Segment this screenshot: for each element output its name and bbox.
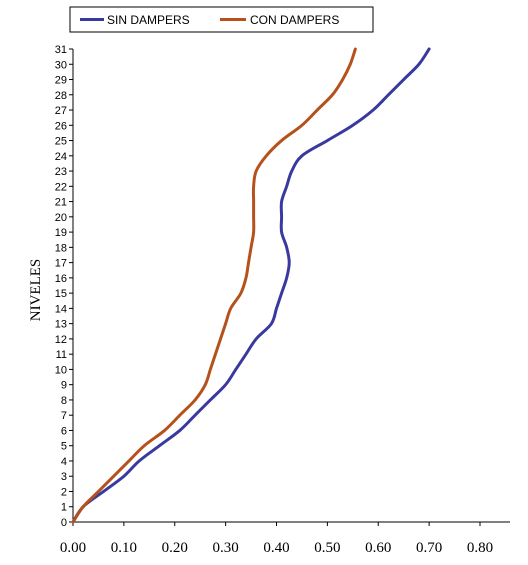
y-axis-label: NIVELES [28,259,44,322]
x-tick-label: 0.00 [60,540,86,556]
legend-label-con: CON DAMPERS [250,13,339,27]
y-tick-label: 28 [55,90,67,102]
y-tick-label: 25 [55,136,67,148]
x-tick-label: 0.80 [467,540,493,556]
series-line-sin-dampers [71,47,431,524]
y-tick-label: 4 [61,456,67,468]
y-tick-label: 14 [55,303,67,315]
y-tick-label: 22 [55,181,67,193]
y-tick-label: 0 [61,517,67,529]
series-line-con-dampers [71,47,357,524]
x-tick-label: 0.30 [213,540,239,556]
x-tick-label: 0.50 [314,540,340,556]
y-tick-label: 2 [61,486,67,498]
y-tick-label: 24 [55,151,67,163]
y-tick-label: 26 [55,120,67,132]
x-tick-label: 0.20 [162,540,188,556]
y-tick-label: 7 [61,410,67,422]
x-tick-label: 0.60 [365,540,391,556]
y-tick-label: 10 [55,364,67,376]
y-tick-label: 18 [55,242,67,254]
y-tick-label: 23 [55,166,67,178]
y-tick-label: 20 [55,212,67,224]
y-tick-label: 3 [61,471,67,483]
y-tick-label: 1 [61,502,67,514]
x-tick-label: 0.40 [263,540,289,556]
legend: SIN DAMPERS CON DAMPERS [69,6,374,33]
y-tick-label: 21 [55,197,67,209]
legend-label-sin: SIN DAMPERS [107,13,190,27]
y-tick-label: 16 [55,273,67,285]
y-ticks: 0123456789101112131415161718192021222324… [55,44,73,529]
y-tick-label: 15 [55,288,67,300]
y-tick-label: 27 [55,105,67,117]
y-tick-label: 12 [55,334,67,346]
y-tick-label: 8 [61,395,67,407]
y-tick-label: 17 [55,258,67,270]
y-tick-label: 19 [55,227,67,239]
y-tick-label: 30 [55,59,67,71]
y-tick-label: 5 [61,441,67,453]
y-tick-label: 9 [61,380,67,392]
y-tick-label: 31 [55,44,67,56]
x-ticks: 0.00 0.10 0.20 0.30 0.40 0.50 0.60 0.70 0.80 [60,522,493,556]
y-tick-label: 6 [61,425,67,437]
x-tick-label: 0.10 [111,540,137,556]
y-tick-label: 13 [55,319,67,331]
x-tick-label: 0.70 [416,540,442,556]
y-tick-label: 11 [56,349,67,361]
y-tick-label: 29 [55,75,67,87]
series-group [71,47,431,524]
